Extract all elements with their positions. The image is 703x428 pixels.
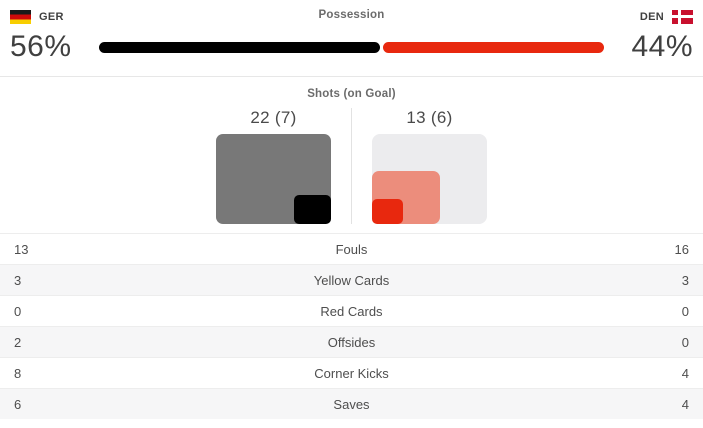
table-row-offsides: 2 Offsides 0 xyxy=(0,326,703,357)
away-shots-on-goal-square xyxy=(372,199,404,224)
home-shots-on-goal-square xyxy=(294,195,331,224)
home-stat-value: 13 xyxy=(14,241,29,257)
home-stat-value: 2 xyxy=(14,334,22,350)
home-team-label: GER xyxy=(39,11,64,23)
away-possession-segment xyxy=(383,41,604,53)
away-stat-value: 3 xyxy=(681,272,689,288)
denmark-flag-icon xyxy=(672,10,693,24)
home-stat-value: 3 xyxy=(14,272,22,288)
possession-bar-row: 56% 44% xyxy=(0,31,703,63)
shots-chart-divider xyxy=(351,108,352,224)
stat-label: Red Cards xyxy=(320,303,383,319)
stat-label: Offsides xyxy=(327,334,376,350)
away-stat-value: 0 xyxy=(681,334,689,350)
home-stat-value: 0 xyxy=(14,303,22,319)
away-stat-value: 16 xyxy=(674,241,689,257)
possession-bar xyxy=(99,41,604,53)
home-stat-value: 8 xyxy=(14,365,22,381)
home-shots-column: 22 (7) xyxy=(216,108,331,224)
possession-title: Possession xyxy=(318,9,385,21)
home-stat-value: 6 xyxy=(14,396,22,412)
home-possession-pct: 56% xyxy=(10,30,72,63)
home-team: GER xyxy=(10,10,64,24)
shots-title: Shots (on Goal) xyxy=(307,88,396,100)
home-possession-segment xyxy=(99,41,381,53)
home-shots-squares xyxy=(216,134,331,224)
away-shots-column: 13 (6) xyxy=(372,108,487,224)
stat-label: Fouls xyxy=(335,241,368,257)
stat-label: Saves xyxy=(333,396,370,412)
table-row-red-cards: 0 Red Cards 0 xyxy=(0,295,703,326)
away-possession-pct: 44% xyxy=(631,30,693,63)
away-team-label: DEN xyxy=(639,11,664,23)
germany-flag-icon xyxy=(10,10,31,24)
away-stat-value: 4 xyxy=(681,396,689,412)
possession-header: GER Possession DEN xyxy=(0,0,703,25)
stats-table: 13 Fouls 16 3 Yellow Cards 3 0 Red Cards… xyxy=(0,233,703,419)
stat-label: Corner Kicks xyxy=(314,365,389,381)
table-row-corner-kicks: 8 Corner Kicks 4 xyxy=(0,357,703,388)
away-shots-value: 13 (6) xyxy=(406,108,453,127)
table-row-saves: 6 Saves 4 xyxy=(0,388,703,419)
away-shots-squares xyxy=(372,134,487,224)
away-stat-value: 0 xyxy=(681,303,689,319)
home-shots-value: 22 (7) xyxy=(250,108,297,127)
stat-label: Yellow Cards xyxy=(313,272,390,288)
away-stat-value: 4 xyxy=(681,365,689,381)
section-divider xyxy=(0,76,703,77)
table-row-yellow-cards: 3 Yellow Cards 3 xyxy=(0,264,703,295)
away-team: DEN xyxy=(640,10,693,24)
table-row-fouls: 13 Fouls 16 xyxy=(0,233,703,264)
shots-chart: 22 (7) 13 (6) xyxy=(0,108,703,224)
